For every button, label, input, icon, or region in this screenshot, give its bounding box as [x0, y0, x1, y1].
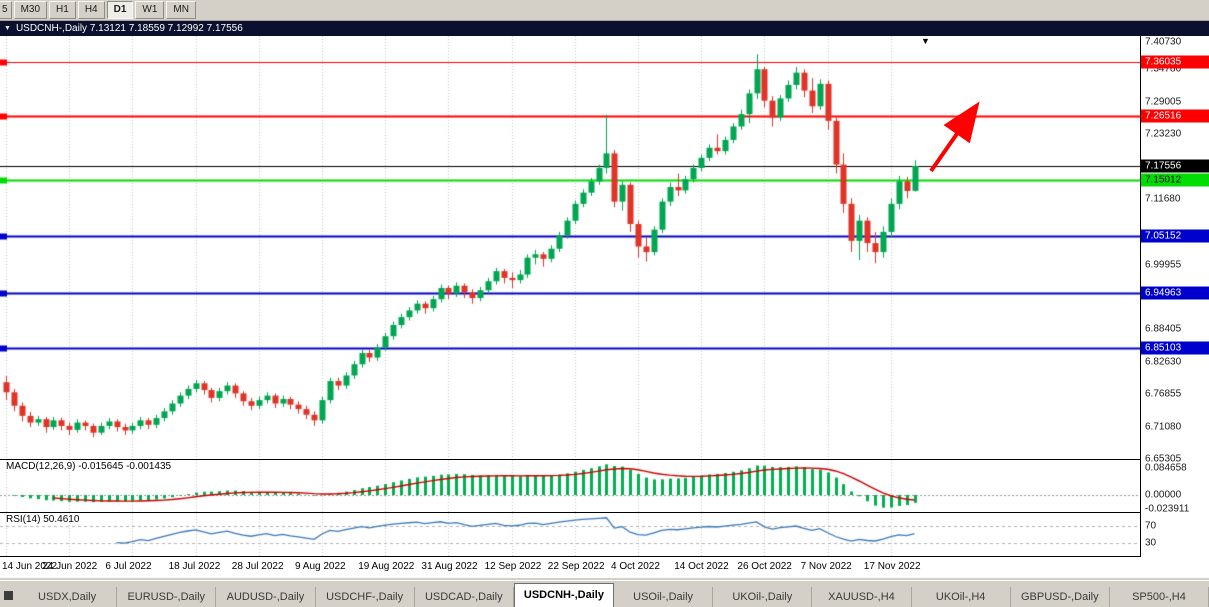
macd-panel[interactable]: MACD(12,26,9) -0.015645 -0.001435: [0, 460, 1140, 512]
price-axis-label: 7.40730: [1145, 36, 1182, 48]
date-axis-label: 7 Nov 2022: [800, 561, 852, 572]
timeframe-button-h1[interactable]: H1: [49, 1, 76, 19]
date-axis-label: 31 Aug 2022: [421, 561, 478, 572]
price-tag-6.94963: 6.94963: [1141, 286, 1209, 300]
price-axis-label: 6.82630: [1145, 356, 1182, 368]
status-gap: [0, 578, 1209, 580]
price-axis-label: 6.99955: [1145, 259, 1182, 271]
chart-window-title: USDCNH-,Daily 7.13121 7.18559 7.12992 7.…: [15, 23, 243, 34]
date-axis-label: 14 Jun 2022: [2, 561, 58, 572]
price-axis-label: 7.11680: [1145, 193, 1181, 205]
date-axis-label: 4 Oct 2022: [611, 561, 660, 572]
macd-title: MACD(12,26,9) -0.015645 -0.001435: [4, 461, 174, 472]
rsi-panel[interactable]: RSI(14) 50.4610: [0, 513, 1140, 556]
date-axis-label: 18 Jul 2022: [168, 561, 221, 572]
rsi-title: RSI(14) 50.4610: [4, 514, 82, 525]
price-tag-7.36035: 7.36035: [1141, 55, 1209, 69]
indicator-axis-label: 0.00000: [1145, 489, 1182, 501]
chart-tab-ukoil[interactable]: UKOil-,Daily: [713, 587, 813, 607]
price-axis[interactable]: 7.40730 7.34780 7.29005 7.23230 7.11680 6.999…: [1140, 36, 1209, 557]
timeframe-button-d1[interactable]: D1: [106, 1, 134, 19]
date-axis-label: 17 Nov 2022: [863, 561, 921, 572]
price-tag-6.85103: 6.85103: [1141, 341, 1209, 355]
chart-tab-usdcad[interactable]: USDCAD-,Daily: [415, 587, 514, 607]
chart-tab-usdx[interactable]: USDX,Daily: [18, 587, 118, 607]
timeframe-button-m30[interactable]: M30: [13, 1, 48, 19]
current-bar-marker-icon: ▼: [921, 36, 930, 46]
timeframe-toolbar: 5 M30 H1 H4 D1 W1 MN: [0, 0, 1209, 21]
date-axis-label: 24 Jun 2022: [42, 561, 98, 572]
price-axis-label: 6.71080: [1145, 421, 1182, 433]
indicator-axis-label: -0.023911: [1145, 503, 1190, 515]
panel-separator: [0, 556, 1209, 557]
tabbar-corner-icon: [4, 591, 13, 600]
date-axis-label: 14 Oct 2022: [674, 561, 729, 572]
price-axis-label: 6.65305: [1145, 453, 1182, 465]
panel-separator: [0, 512, 1209, 513]
price-tag-7.15012: 7.15012: [1141, 173, 1209, 187]
price-axis-label: 7.34780: [1145, 63, 1182, 75]
date-axis-label: 12 Sep 2022: [484, 561, 542, 572]
chart-tab-gbpusd[interactable]: GBPUSD-,Daily: [1011, 587, 1110, 607]
price-axis-label: 6.88405: [1145, 323, 1182, 335]
chart-tab-audusd[interactable]: AUDUSD-,Daily: [216, 587, 316, 607]
indicator-axis-label: 0.084658: [1145, 462, 1187, 474]
date-axis[interactable]: 14 Jun 2022 24 Jun 2022 6 Jul 2022 18 Jul 2…: [0, 557, 1209, 578]
timeframe-button-w1[interactable]: W1: [135, 1, 165, 19]
price-axis-label: 7.29005: [1145, 96, 1182, 108]
up-trend-arrow-annotation[interactable]: [915, 95, 1000, 187]
date-axis-label: 6 Jul 2022: [105, 561, 152, 572]
date-axis-label: 22 Sep 2022: [547, 561, 605, 572]
indicator-axis-label: 30: [1145, 537, 1157, 549]
price-tag-7.05152: 7.05152: [1141, 229, 1209, 243]
date-axis-label: 28 Jul 2022: [231, 561, 284, 572]
price-tag-7.26516: 7.26516: [1141, 109, 1209, 123]
price-axis-label: 7.23230: [1145, 128, 1182, 140]
chart-window-titlebar[interactable]: ▼ USDCNH-,Daily 7.13121 7.18559 7.12992 7…: [0, 21, 1209, 36]
timeframe-button-mn[interactable]: MN: [166, 1, 196, 19]
timeframe-button-h4[interactable]: H4: [77, 1, 105, 19]
date-axis-label: 19 Aug 2022: [358, 561, 415, 572]
price-axis-label: 6.76855: [1145, 388, 1182, 400]
symbol-tab-bar: USDX,Daily EURUSD-,Daily AUDUSD-,Daily USDC…: [0, 580, 1209, 607]
date-axis-label: 9 Aug 2022: [295, 561, 346, 572]
chart-tab-eurusd[interactable]: EURUSD-,Daily: [117, 587, 217, 607]
price-tag-7.17556: 7.17556: [1141, 159, 1209, 173]
chart-tab-usoil[interactable]: USOil-,Daily: [614, 587, 714, 607]
window-menu-icon[interactable]: ▼: [4, 25, 11, 32]
chart-tab-xauusd[interactable]: XAUUSD-,H4: [812, 587, 912, 607]
panel-separator: [0, 459, 1209, 460]
rsi-canvas[interactable]: [0, 513, 1140, 556]
chart-tab-sp500[interactable]: SP500-,H4: [1110, 587, 1209, 607]
chart-tab-ukoil[interactable]: UKOil-,H4: [912, 587, 1011, 607]
date-axis-label: 26 Oct 2022: [737, 561, 792, 572]
macd-canvas[interactable]: [0, 460, 1140, 512]
timeframe-button-5[interactable]: 5: [0, 1, 12, 19]
indicator-axis-label: 70: [1145, 520, 1157, 532]
chart-tab-usdcnh[interactable]: USDCNH-,Daily: [513, 583, 615, 607]
chart-tab-usdchf[interactable]: USDCHF-,Daily: [316, 587, 415, 607]
